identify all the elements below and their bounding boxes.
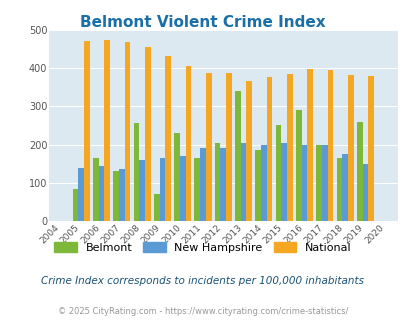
Bar [307,69,312,221]
Bar [327,70,333,221]
Bar [295,110,301,221]
Bar [145,47,150,221]
Bar [119,169,124,221]
Legend: Belmont, New Hampshire, National: Belmont, New Hampshire, National [54,242,351,253]
Bar [98,166,104,221]
Bar [240,143,246,221]
Bar [113,171,119,221]
Bar [275,125,281,221]
Bar [341,154,347,221]
Bar [194,158,200,221]
Bar [124,42,130,221]
Bar [347,75,353,221]
Bar [165,56,171,221]
Text: Belmont Violent Crime Index: Belmont Violent Crime Index [80,15,325,30]
Bar [281,143,286,221]
Bar [200,148,205,221]
Bar [255,150,260,221]
Bar [246,81,252,221]
Bar [356,121,362,221]
Bar [226,73,231,221]
Bar [301,145,307,221]
Bar [220,148,226,221]
Bar [286,75,292,221]
Bar [179,156,185,221]
Text: © 2025 CityRating.com - https://www.cityrating.com/crime-statistics/: © 2025 CityRating.com - https://www.city… [58,307,347,316]
Bar [93,158,98,221]
Bar [153,194,159,221]
Bar [185,66,191,221]
Bar [266,77,272,221]
Bar [321,145,327,221]
Bar [139,160,145,221]
Bar [315,145,321,221]
Bar [72,188,78,221]
Bar [205,73,211,221]
Bar [159,158,165,221]
Bar [234,91,240,221]
Bar [336,158,341,221]
Bar [174,133,179,221]
Bar [214,143,220,221]
Text: Crime Index corresponds to incidents per 100,000 inhabitants: Crime Index corresponds to incidents per… [41,276,364,285]
Bar [104,40,110,221]
Bar [367,76,373,221]
Bar [133,123,139,221]
Bar [78,168,84,221]
Bar [260,145,266,221]
Bar [84,41,90,221]
Bar [362,164,367,221]
